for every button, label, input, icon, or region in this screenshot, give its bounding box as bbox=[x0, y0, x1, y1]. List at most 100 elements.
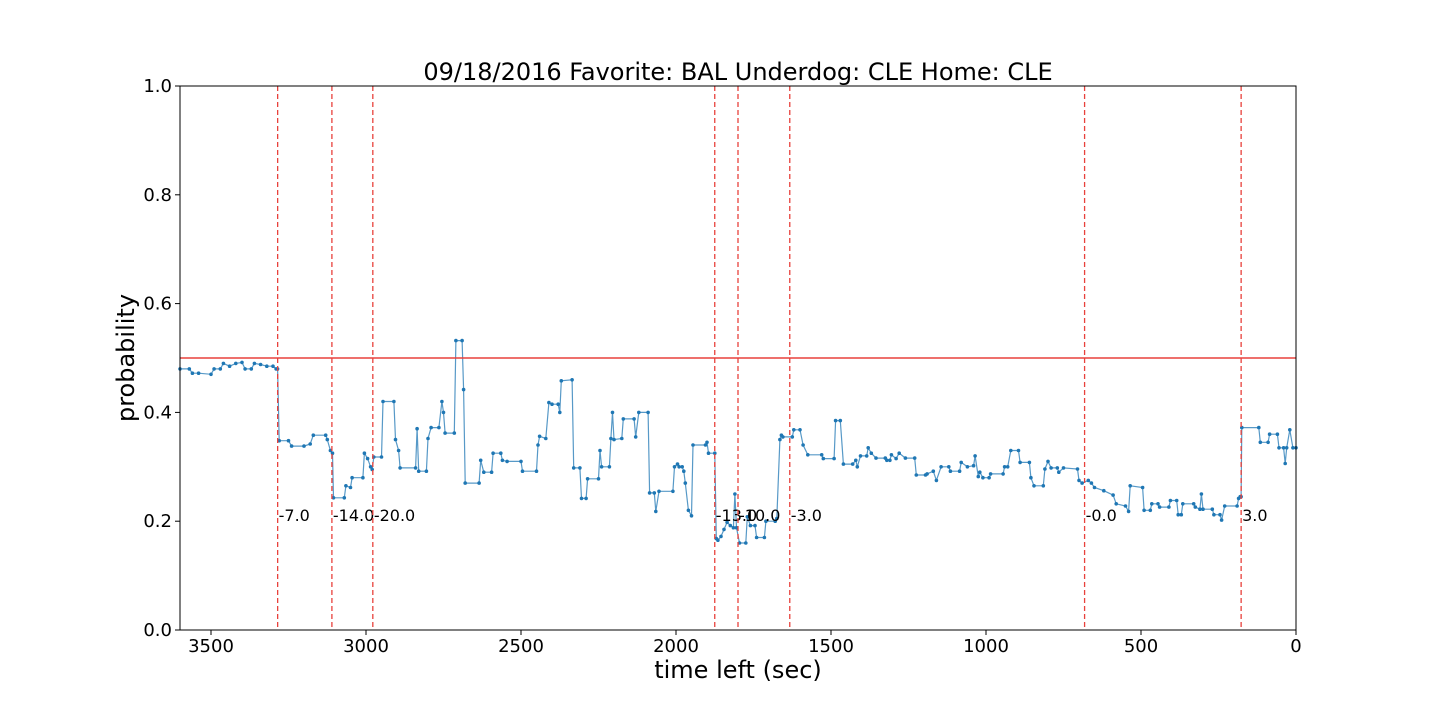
data-point bbox=[426, 436, 430, 441]
data-point bbox=[277, 438, 282, 443]
data-point bbox=[599, 465, 604, 469]
data-point bbox=[579, 496, 584, 501]
data-point bbox=[713, 451, 717, 456]
event-label: -7.0 bbox=[279, 506, 310, 525]
data-point bbox=[1046, 459, 1050, 464]
data-point bbox=[265, 364, 269, 369]
data-point bbox=[672, 465, 677, 469]
data-point bbox=[519, 459, 523, 464]
data-point bbox=[1284, 446, 1289, 450]
data-point bbox=[775, 516, 779, 521]
data-point bbox=[885, 458, 889, 463]
data-point bbox=[415, 426, 419, 431]
data-point bbox=[578, 466, 582, 470]
data-point bbox=[311, 433, 316, 438]
data-point bbox=[607, 465, 612, 469]
data-point bbox=[987, 475, 991, 480]
data-point bbox=[243, 367, 247, 371]
event-label: -0.0 bbox=[1086, 506, 1117, 525]
data-point bbox=[683, 481, 688, 485]
data-point bbox=[1016, 448, 1021, 453]
chart-title: 09/18/2016 Favorite: BAL Underdog: CLE H… bbox=[423, 58, 1052, 86]
data-point bbox=[705, 440, 709, 445]
data-point bbox=[971, 463, 976, 468]
data-point bbox=[948, 469, 953, 474]
data-point bbox=[500, 458, 505, 463]
event-label: 3.0 bbox=[1242, 506, 1267, 525]
data-point bbox=[344, 484, 348, 488]
data-point bbox=[463, 481, 468, 485]
data-point bbox=[570, 378, 574, 382]
data-point bbox=[1009, 448, 1013, 453]
data-point bbox=[1001, 472, 1005, 476]
data-point bbox=[1089, 481, 1094, 485]
data-point bbox=[1277, 446, 1281, 450]
data-point bbox=[731, 525, 736, 530]
data-point bbox=[819, 453, 824, 457]
data-point bbox=[1156, 502, 1160, 506]
data-point bbox=[677, 465, 681, 469]
data-point bbox=[959, 460, 963, 465]
y-tick-label: 0.4 bbox=[143, 402, 172, 423]
data-point bbox=[209, 372, 213, 377]
data-point bbox=[801, 443, 805, 447]
data-point bbox=[416, 469, 421, 474]
x-tick-label: 2500 bbox=[498, 636, 544, 657]
data-point bbox=[869, 451, 874, 456]
data-point bbox=[584, 496, 588, 501]
data-point bbox=[1212, 512, 1216, 517]
data-point bbox=[754, 535, 759, 540]
data-point bbox=[424, 469, 429, 474]
data-point bbox=[1181, 502, 1185, 506]
data-point bbox=[1102, 488, 1106, 493]
data-point bbox=[368, 465, 373, 469]
data-point bbox=[286, 438, 291, 443]
event-label: -10.0 bbox=[739, 506, 780, 525]
data-point bbox=[1157, 505, 1162, 509]
data-point bbox=[1126, 509, 1131, 514]
data-point bbox=[988, 472, 993, 476]
data-point bbox=[536, 443, 540, 447]
data-point bbox=[461, 387, 466, 392]
data-point bbox=[1075, 467, 1080, 471]
data-point bbox=[719, 534, 723, 539]
data-point bbox=[429, 425, 433, 430]
data-point bbox=[331, 496, 336, 500]
data-point bbox=[1142, 508, 1146, 513]
data-point bbox=[556, 402, 560, 407]
data-point bbox=[547, 400, 551, 405]
data-point bbox=[947, 465, 951, 469]
y-tick-label: 1.0 bbox=[143, 76, 172, 97]
data-point bbox=[571, 466, 576, 470]
data-point bbox=[441, 410, 446, 415]
data-point bbox=[725, 520, 729, 525]
data-point bbox=[689, 514, 694, 518]
data-point bbox=[1041, 484, 1046, 488]
data-point bbox=[537, 434, 542, 439]
data-point bbox=[249, 367, 254, 371]
x-tick-label: 2000 bbox=[653, 636, 699, 657]
data-point bbox=[855, 465, 860, 469]
plot-area: -7.0 -14.0 -20.0 -13.0-10.0 -3.0 -0.0 3.0 bbox=[178, 86, 1298, 630]
data-point bbox=[832, 456, 836, 461]
event-lines-layer: -7.0 -14.0 -20.0 -13.0-10.0 -3.0 -0.0 3.0 bbox=[276, 86, 1268, 630]
data-point bbox=[806, 453, 810, 457]
data-point bbox=[973, 454, 977, 458]
x-tick-label: 1000 bbox=[963, 636, 1009, 657]
data-point bbox=[745, 515, 750, 519]
data-point bbox=[753, 523, 757, 528]
data-point bbox=[443, 431, 447, 435]
data-point bbox=[790, 435, 795, 439]
data-point bbox=[1281, 446, 1286, 450]
data-point bbox=[703, 443, 708, 447]
x-tick-label: 3500 bbox=[188, 636, 234, 657]
data-point bbox=[454, 338, 458, 343]
data-point bbox=[534, 469, 539, 474]
data-point bbox=[850, 462, 855, 466]
data-point bbox=[1210, 507, 1215, 512]
data-point bbox=[227, 364, 232, 369]
data-point bbox=[398, 466, 402, 470]
data-point bbox=[620, 436, 624, 441]
data-point bbox=[744, 541, 748, 545]
